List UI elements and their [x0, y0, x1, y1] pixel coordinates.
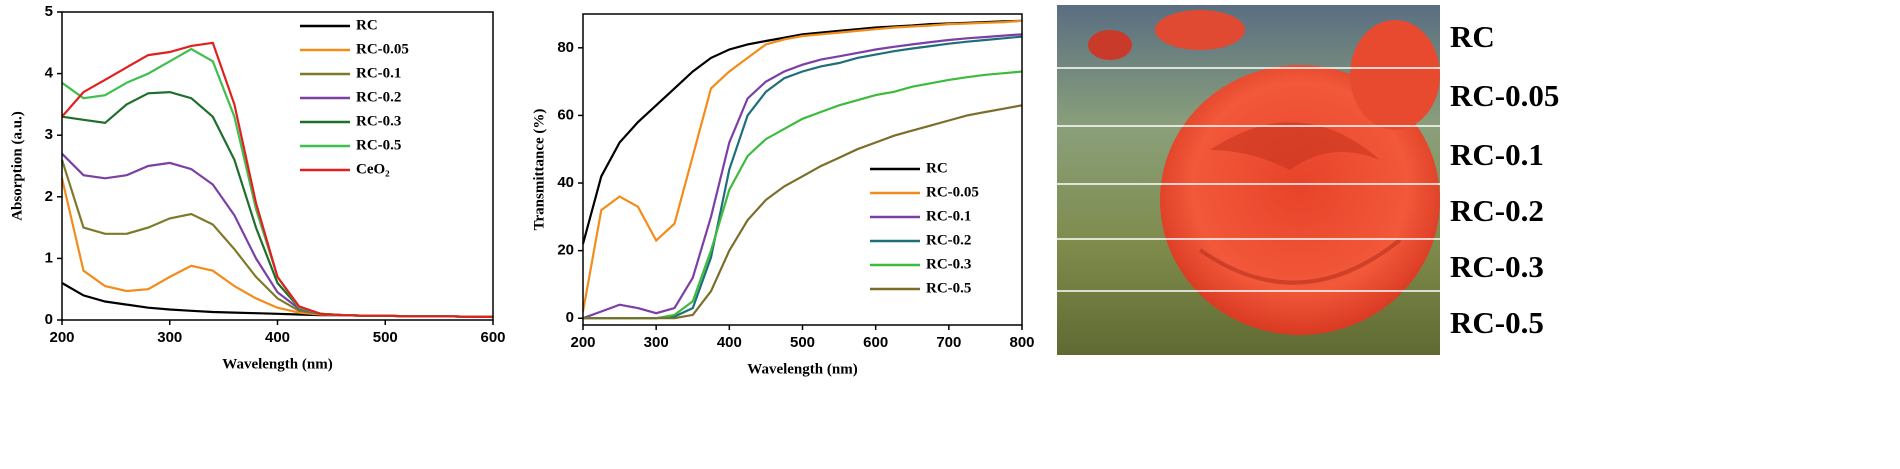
y-tick-label: 0 [566, 309, 574, 326]
photo-label: RC [1450, 19, 1495, 54]
data-line [582, 33, 1023, 320]
x-axis-label: Wavelength (nm) [747, 361, 857, 377]
y-tick-label: 2 [45, 188, 53, 205]
x-axis-label: Wavelength (nm) [222, 356, 332, 372]
x-tick-label: 600 [863, 334, 888, 351]
legend-label: RC-0.2 [356, 89, 401, 105]
legend-label: CeO₂ [356, 161, 390, 177]
x-tick-label: 300 [157, 329, 182, 346]
x-tick-label: 300 [644, 334, 669, 351]
x-tick-label: 200 [49, 329, 74, 346]
legend-label: RC-0.3 [356, 113, 401, 129]
y-axis-label: Transmittance (%) [531, 109, 547, 231]
y-tick-label: 0 [45, 311, 53, 328]
y-tick-label: 4 [45, 65, 54, 82]
y-tick-label: 20 [557, 242, 574, 259]
x-tick-label: 600 [480, 329, 505, 346]
x-tick-label: 500 [790, 334, 815, 351]
legend-label: RC-0.3 [926, 256, 971, 272]
x-tick-label: 400 [717, 334, 742, 351]
photo-label: RC-0.2 [1450, 193, 1544, 228]
x-tick-label: 800 [1009, 334, 1034, 351]
data-line [61, 90, 493, 318]
x-tick-label: 400 [265, 329, 290, 346]
legend-label: RC [356, 17, 378, 33]
legend-label: RC-0.1 [356, 65, 401, 81]
legend-label: RC-0.5 [926, 280, 971, 296]
data-line [61, 41, 493, 318]
y-tick-label: 60 [557, 106, 574, 123]
photo-label: RC-0.1 [1450, 137, 1544, 172]
y-axis-label: Absorption (a.u.) [9, 111, 25, 221]
y-tick-label: 80 [557, 39, 574, 56]
y-tick-label: 1 [45, 249, 53, 266]
legend-label: RC-0.2 [926, 232, 971, 248]
x-tick-label: 700 [936, 334, 961, 351]
y-tick-label: 3 [45, 126, 53, 143]
legend-label: RC-0.5 [356, 137, 401, 153]
photo-label: RC-0.05 [1450, 78, 1559, 113]
legend-label: RC [926, 160, 948, 176]
y-tick-label: 40 [557, 174, 574, 191]
x-tick-label: 500 [373, 329, 398, 346]
x-tick-label: 200 [570, 334, 595, 351]
data-line [581, 19, 1023, 312]
plot-frame [582, 13, 1023, 326]
legend-label: RC-0.1 [926, 208, 971, 224]
legend-label: RC-0.05 [356, 41, 409, 57]
photo-label: RC-0.3 [1450, 249, 1544, 284]
data-line [583, 104, 1023, 320]
data-line [60, 178, 493, 318]
data-line [61, 152, 493, 318]
y-tick-label: 5 [45, 3, 53, 20]
photo-label: RC-0.5 [1450, 305, 1544, 340]
data-line [61, 282, 493, 318]
photo [1057, 5, 1440, 355]
legend-label: RC-0.05 [926, 184, 979, 200]
